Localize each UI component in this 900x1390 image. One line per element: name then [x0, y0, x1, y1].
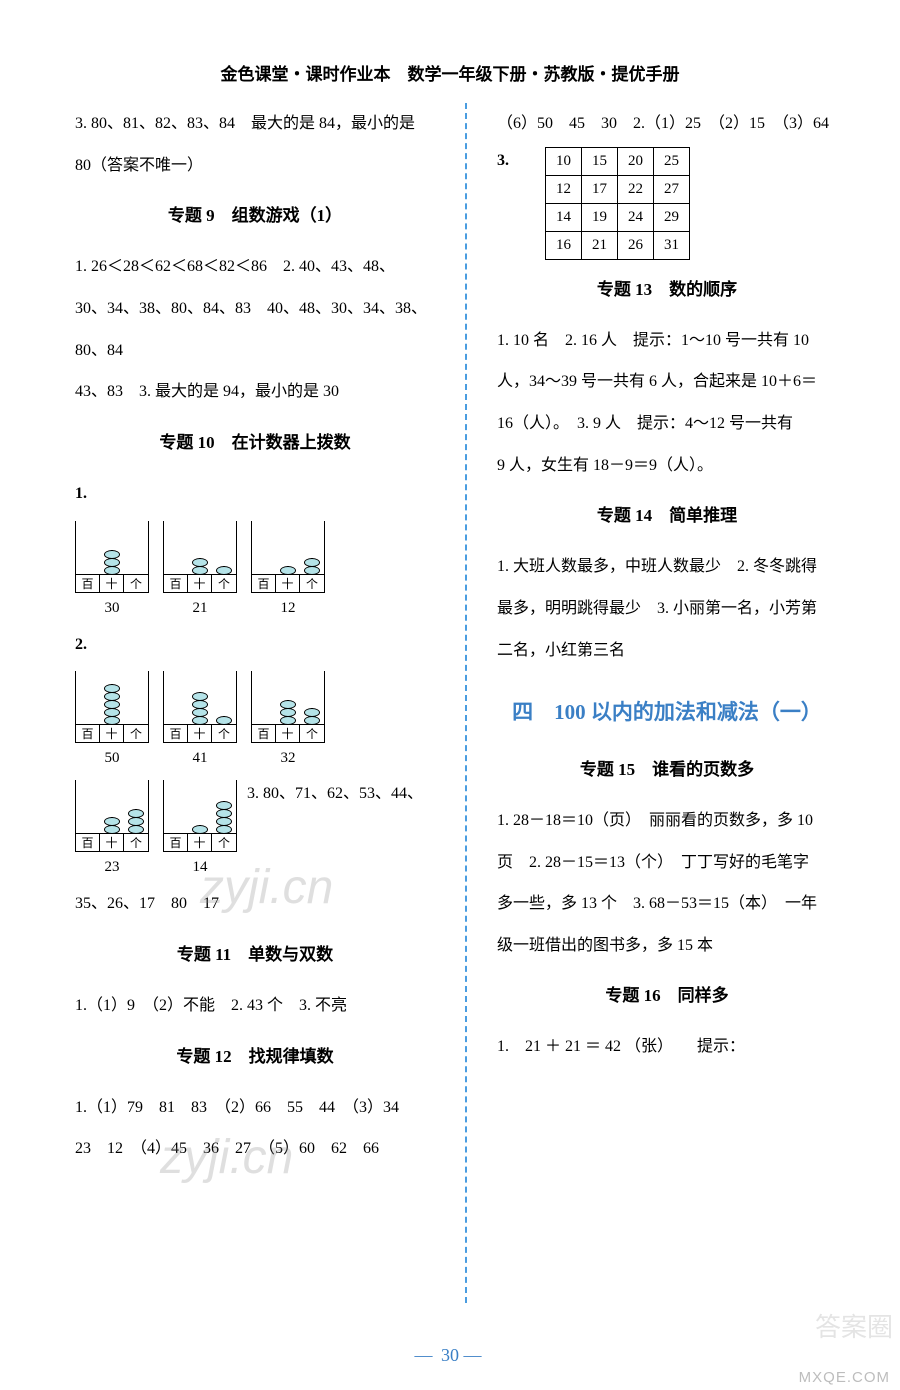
q2-label: 2.: [75, 624, 87, 666]
table-cell: 14: [546, 203, 582, 231]
topic14-line1: 1. 大班人数最多，中班人数最少 2. 冬冬跳得: [497, 546, 837, 588]
topic15-line3: 多一些，多 13 个 3. 68－53＝15（本） 一年: [497, 883, 837, 925]
heading-topic-9: 专题 9 组数游戏（1）: [75, 194, 435, 238]
heading-topic-11: 专题 11 单数与双数: [75, 933, 435, 977]
right-top-line: （6）50 45 30 2.（1）25 （2）15 （3）64: [497, 103, 837, 145]
table-cell: 26: [618, 231, 654, 259]
q3-text-line1: 3. 80、81、82、83、84 最大的是 84，最小的是: [75, 103, 435, 145]
column-divider: [465, 103, 467, 1303]
topic11-line: 1.（1）9 （2）不能 2. 43 个 3. 不亮: [75, 985, 435, 1027]
table-cell: 29: [654, 203, 690, 231]
right-column: （6）50 45 30 2.（1）25 （2）15 （3）64 3. 10152…: [497, 103, 837, 1303]
number-table: 10152025 12172227 14192429 16212631: [545, 147, 690, 260]
q3-text-line2: 80（答案不唯一）: [75, 145, 435, 187]
abacus-row-2: 百十个50百十个41百十个32: [75, 671, 435, 770]
table-cell: 31: [654, 231, 690, 259]
q3-table-wrap: 3. 10152025 12172227 14192429 16212631: [497, 145, 837, 260]
topic12-line2: 23 12 （4）45 36 27 （5）60 62 66: [75, 1128, 435, 1170]
topic16-line1: 1. 21 ＋ 21 ＝ 42 （张） 提示：: [497, 1026, 837, 1068]
heading-topic-16: 专题 16 同样多: [497, 974, 837, 1018]
topic13-line1: 1. 10 名 2. 16 人 提示：1～10 号一共有 10: [497, 320, 837, 362]
topic15-line4: 级一班借出的图书多，多 15 本: [497, 925, 837, 967]
table-cell: 25: [654, 147, 690, 175]
table-cell: 21: [582, 231, 618, 259]
abacus-diagram: 百十个50: [75, 671, 149, 770]
abacus-row-3: 百十个23百十个14: [75, 780, 237, 879]
topic14-line3: 二名，小红第三名: [497, 630, 837, 672]
table-cell: 10: [546, 147, 582, 175]
topic13-line3: 16（人）。 3. 9 人 提示：4～12 号一共有: [497, 403, 837, 445]
table-cell: 19: [582, 203, 618, 231]
table-cell: 17: [582, 175, 618, 203]
abacus-diagram: 百十个14: [163, 780, 237, 879]
abacus-row-1: 百十个30百十个21百十个12: [75, 521, 435, 620]
abacus-diagram: 百十个41: [163, 671, 237, 770]
topic13-line4: 9 人，女生有 18－9＝9（人）。: [497, 445, 837, 487]
q1-label: 1.: [75, 473, 87, 515]
abacus-diagram: 百十个30: [75, 521, 149, 620]
topic10-last: 35、26、17 80 17: [75, 883, 435, 925]
table-cell: 22: [618, 175, 654, 203]
abacus-diagram: 百十个12: [251, 521, 325, 620]
topic9-line2: 30、34、38、80、84、83 40、48、30、34、38、80、84: [75, 288, 435, 371]
heading-topic-10: 专题 10 在计数器上拨数: [75, 421, 435, 465]
topic10-q2: 2.: [75, 624, 435, 666]
topic15-line1: 1. 28－18＝10（页） 丽丽看的页数多，多 10: [497, 800, 837, 842]
page-header: 金色课堂・课时作业本 数学一年级下册・苏教版・提优手册: [75, 60, 825, 85]
topic10-q3-side: 3. 80、71、62、53、44、: [247, 780, 423, 809]
topic15-line2: 页 2. 28－15＝13（个） 丁丁写好的毛笔字: [497, 842, 837, 884]
corner-url: MXQE.COM: [799, 1369, 890, 1386]
page-number: — 30 —: [0, 1345, 900, 1366]
table-cell: 15: [582, 147, 618, 175]
page-number-value: 30: [441, 1345, 459, 1365]
table-cell: 27: [654, 175, 690, 203]
topic14-line2: 最多，明明跳得最少 3. 小丽第一名，小芳第: [497, 588, 837, 630]
topic13-line2: 人，34～39 号一共有 6 人，合起来是 10＋6＝: [497, 361, 837, 403]
topic9-line3: 43、83 3. 最大的是 94，最小的是 30: [75, 371, 435, 413]
heading-topic-14: 专题 14 简单推理: [497, 494, 837, 538]
heading-topic-15: 专题 15 谁看的页数多: [497, 748, 837, 792]
table-cell: 20: [618, 147, 654, 175]
topic12-line1: 1.（1）79 81 83 （2）66 55 44 （3）34: [75, 1087, 435, 1129]
q3-label: 3.: [497, 145, 509, 177]
heading-topic-13: 专题 13 数的顺序: [497, 268, 837, 312]
table-cell: 24: [618, 203, 654, 231]
heading-topic-12: 专题 12 找规律填数: [75, 1035, 435, 1079]
table-cell: 12: [546, 175, 582, 203]
topic10-q1: 1.: [75, 473, 435, 515]
abacus-diagram: 百十个21: [163, 521, 237, 620]
topic9-line1: 1. 26＜28＜62＜68＜82＜86 2. 40、43、48、: [75, 246, 435, 288]
abacus-diagram: 百十个23: [75, 780, 149, 879]
table-cell: 16: [546, 231, 582, 259]
unit-4-heading: 四 100 以内的加法和减法（一）: [497, 685, 837, 740]
content-columns: 3. 80、81、82、83、84 最大的是 84，最小的是 80（答案不唯一）…: [75, 103, 825, 1303]
abacus-diagram: 百十个32: [251, 671, 325, 770]
left-column: 3. 80、81、82、83、84 最大的是 84，最小的是 80（答案不唯一）…: [75, 103, 435, 1303]
